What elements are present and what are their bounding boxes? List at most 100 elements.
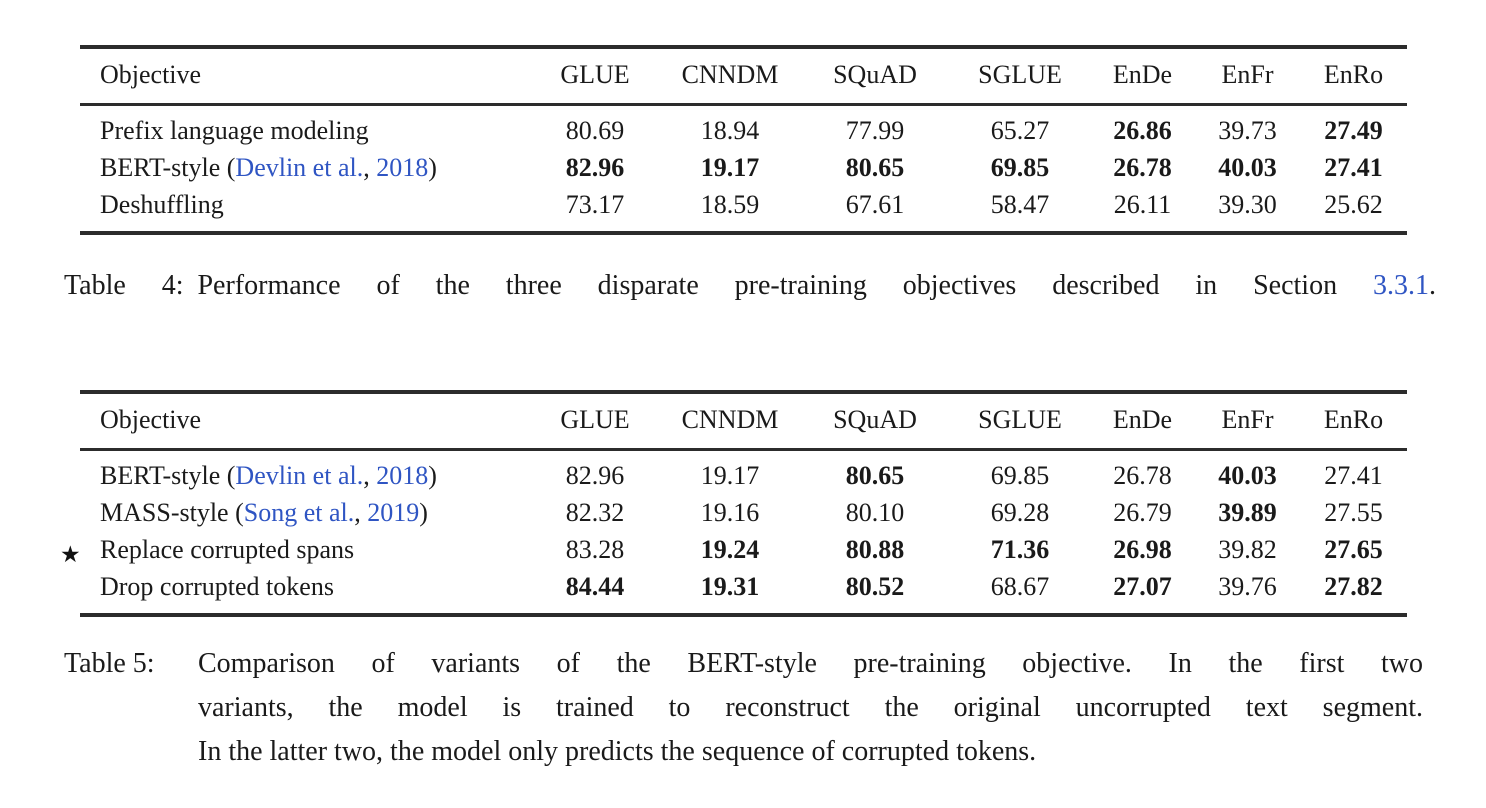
value-cell-squad: 80.65 — [845, 153, 905, 182]
column-header-glue: GLUE — [560, 60, 630, 89]
table-row: ★ Replace corrupted spans 83.28 19.24 80.88 7… — [60, 531, 1407, 568]
value-cell-enro: 27.55 — [1324, 498, 1383, 527]
value-cell-enfr: 39.82 — [1218, 535, 1277, 564]
value-cell-glue: 73.17 — [565, 190, 625, 219]
column-header-ende: EnDe — [1112, 405, 1173, 434]
text-segment: Drop corrupted tokens — [100, 572, 334, 601]
table-row: Deshuffling 73.17 18.59 67.61 58.47 26.11 39.3… — [80, 186, 1407, 233]
text-segment: Replace corrupted spans — [100, 535, 355, 564]
value-cell-cnndm: 19.16 — [700, 498, 760, 527]
header-row: Objective GLUE CNNDM SQuAD SGLUE EnDe EnFr EnRo — [80, 47, 1407, 105]
citation-link[interactable]: 2018 — [376, 153, 429, 182]
value-cell-cnndm: 19.17 — [700, 153, 760, 182]
value-cell-sglue: 68.67 — [990, 572, 1050, 601]
value-cell-enro: 27.49 — [1324, 116, 1383, 145]
value-cell-ende: 26.98 — [1113, 535, 1172, 564]
text-segment: ) — [419, 498, 428, 527]
text-segment: MASS-style ( — [100, 498, 244, 527]
text-segment: BERT-style ( — [100, 153, 236, 182]
table-4-pretraining-objectives: Objective GLUE CNNDM SQuAD SGLUE EnDe EnFr EnRo… — [80, 45, 1407, 235]
value-cell-enro: 27.41 — [1324, 461, 1383, 490]
value-cell-cnndm: 19.31 — [700, 572, 760, 601]
value-cell-glue: 82.96 — [565, 461, 625, 490]
value-cell-enfr: 39.30 — [1218, 190, 1277, 219]
table-row: BERT-style (Devlin et al., 2018) 82.96 19.… — [80, 450, 1407, 495]
text-segment: , — [354, 498, 368, 527]
value-cell-ende: 26.11 — [1113, 190, 1172, 219]
text-segment: Prefix language modeling — [100, 116, 369, 145]
value-cell-enfr: 40.03 — [1218, 461, 1277, 490]
caption-line: variants, the model is trained to recons… — [198, 692, 1423, 723]
citation-link[interactable]: Song et al. — [243, 498, 355, 527]
caption-line: Comparison of variants of the BERT-style… — [198, 648, 1423, 679]
value-cell-ende: 26.78 — [1113, 153, 1172, 182]
text-segment: BERT-style ( — [100, 461, 236, 490]
column-header-sglue: SGLUE — [978, 405, 1062, 434]
column-header-enro: EnRo — [1323, 60, 1384, 89]
value-cell-glue: 84.44 — [565, 572, 625, 601]
value-cell-enro: 25.62 — [1324, 190, 1383, 219]
value-cell-enfr: 39.73 — [1218, 116, 1277, 145]
value-cell-enro: 27.65 — [1324, 535, 1383, 564]
citation-link[interactable]: Devlin et al. — [235, 461, 364, 490]
text-segment: ) — [428, 461, 437, 490]
objective-cell: Deshuffling — [80, 186, 530, 233]
citation-link[interactable]: 2018 — [376, 461, 429, 490]
value-cell-squad: 80.65 — [845, 461, 905, 490]
objective-cell: Drop corrupted tokens — [80, 568, 530, 615]
text-segment: , — [363, 153, 377, 182]
text-segment: , — [363, 461, 377, 490]
text-segment: ) — [428, 153, 437, 182]
table-5-header: Objective GLUE CNNDM SQuAD SGLUE EnDe EnFr EnRo — [80, 392, 1407, 450]
table-row: Drop corrupted tokens 84.44 19.31 80.52 68.6… — [80, 568, 1407, 615]
value-cell-enro: 27.41 — [1324, 153, 1383, 182]
table-4-caption: Table 4: Performance of the three dispara… — [64, 266, 1436, 306]
table-4-header: Objective GLUE CNNDM SQuAD SGLUE EnDe EnFr EnRo — [80, 47, 1407, 105]
header-row: Objective GLUE CNNDM SQuAD SGLUE EnDe EnFr EnRo — [80, 392, 1407, 450]
value-cell-ende: 26.78 — [1113, 461, 1172, 490]
citation-link[interactable]: Devlin et al. — [235, 153, 364, 182]
column-header-squad: SQuAD — [833, 60, 917, 89]
value-cell-ende: 26.86 — [1113, 116, 1172, 145]
value-cell-glue: 83.28 — [565, 535, 625, 564]
citation-link[interactable]: 2019 — [367, 498, 420, 527]
section-link[interactable]: 3.3.1 — [1373, 270, 1429, 301]
table-5-caption: Table 5: Comparison of variants of the BE… — [64, 642, 1430, 774]
column-header-objective: Objective — [100, 60, 202, 89]
objective-cell: BERT-style (Devlin et al., 2018) — [80, 149, 530, 186]
table-4-caption-label: Table 4: — [64, 270, 184, 301]
value-cell-glue: 82.32 — [565, 498, 625, 527]
column-header-sglue: SGLUE — [978, 60, 1062, 89]
star-icon: ★ — [60, 542, 81, 567]
column-header-enro: EnRo — [1323, 405, 1384, 434]
table-row: BERT-style (Devlin et al., 2018) 82.96 19.… — [80, 149, 1407, 186]
value-cell-enfr: 39.76 — [1218, 572, 1277, 601]
column-header-enfr: EnFr — [1221, 60, 1274, 89]
value-cell-enfr: 39.89 — [1218, 498, 1277, 527]
value-cell-cnndm: 18.94 — [700, 116, 760, 145]
value-cell-cnndm: 19.24 — [700, 535, 760, 564]
table-4-caption-text: Performance of the three disparate pre-t… — [197, 270, 1436, 301]
value-cell-sglue: 69.85 — [990, 153, 1050, 182]
column-header-squad: SQuAD — [833, 405, 917, 434]
column-header-cnndm: CNNDM — [681, 60, 779, 89]
value-cell-sglue: 69.85 — [990, 461, 1050, 490]
value-cell-enro: 27.82 — [1324, 572, 1383, 601]
table-5-caption-label: Table 5: — [64, 648, 155, 679]
value-cell-squad: 80.52 — [845, 572, 905, 601]
table-5-bert-variants: Objective GLUE CNNDM SQuAD SGLUE EnDe EnFr EnRo… — [60, 390, 1407, 617]
column-header-glue: GLUE — [560, 405, 630, 434]
value-cell-sglue: 65.27 — [990, 116, 1050, 145]
objective-cell: BERT-style (Devlin et al., 2018) — [80, 450, 530, 495]
value-cell-squad: 67.61 — [845, 190, 905, 219]
value-cell-cnndm: 18.59 — [700, 190, 760, 219]
table-row: MASS-style (Song et al., 2019) 82.32 19.16… — [80, 494, 1407, 531]
objective-cell: Prefix language modeling — [80, 105, 530, 150]
column-header-ende: EnDe — [1112, 60, 1173, 89]
objective-cell: ★ Replace corrupted spans — [60, 531, 530, 568]
caption-line: In the latter two, the model only predic… — [198, 736, 1037, 767]
table-5-body: BERT-style (Devlin et al., 2018) 82.96 19.… — [60, 450, 1407, 615]
value-cell-enfr: 40.03 — [1218, 153, 1277, 182]
text-segment: . — [1429, 270, 1436, 301]
value-cell-glue: 82.96 — [565, 153, 625, 182]
